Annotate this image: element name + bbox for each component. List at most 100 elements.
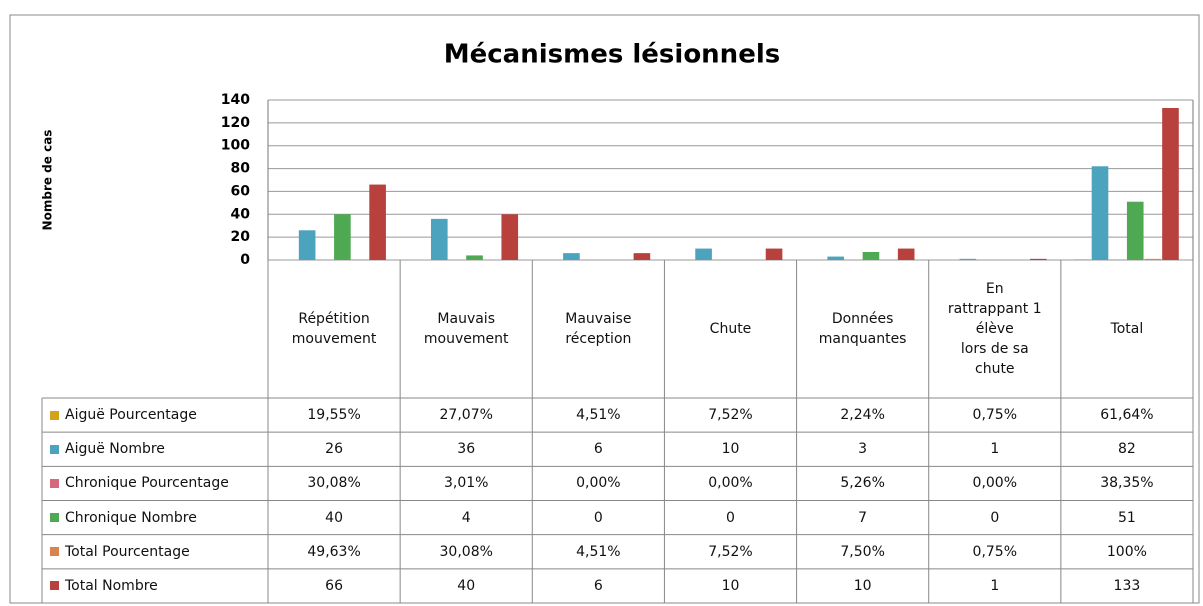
legend-label: Total Nombre <box>65 577 158 594</box>
legend-swatch <box>50 513 59 523</box>
bar <box>1074 259 1091 260</box>
bar <box>563 253 580 260</box>
bar <box>1030 258 1047 260</box>
table-cell: 0,75% <box>972 407 1018 424</box>
table-cell: 61,64% <box>1100 407 1154 424</box>
category-header: En rattrappant 1 élève lors de sa chute <box>947 281 1042 377</box>
category-header: Mauvaise réception <box>565 311 632 347</box>
bar <box>897 248 915 260</box>
table-cell: 6 <box>593 577 603 594</box>
bar <box>351 259 369 260</box>
bar <box>827 256 845 260</box>
bar <box>466 255 483 260</box>
table-cell: 4 <box>461 509 471 526</box>
bar <box>959 258 977 260</box>
legend-label: Aiguë Nombre <box>65 441 165 458</box>
legend-label: Total Pourcentage <box>65 543 190 560</box>
category-header: Total <box>1110 321 1144 337</box>
legend-entry: Aiguë Nombre <box>42 432 268 466</box>
y-tick-label: 80 <box>231 161 251 177</box>
legend-label: Aiguë Pourcentage <box>65 407 197 424</box>
table-cell: 3,01% <box>443 475 489 492</box>
table-cell: 0,00% <box>972 475 1018 492</box>
chart-border <box>9 14 1200 604</box>
table-cell: 0,00% <box>576 475 621 492</box>
table-cell: 10 <box>721 441 740 458</box>
category-header: Répétition mouvement <box>291 311 377 347</box>
table-cell: 0,00% <box>708 475 753 492</box>
legend-entry: Total Nombre <box>42 569 268 603</box>
y-tick-label: 120 <box>221 115 250 131</box>
legend-swatch <box>50 478 59 488</box>
bar <box>298 230 316 260</box>
y-tick-label: 60 <box>231 183 251 199</box>
table-cell: 49,63% <box>307 543 361 560</box>
bar <box>695 248 712 260</box>
bar <box>1162 108 1179 260</box>
bar <box>1126 201 1144 260</box>
bar <box>430 218 448 260</box>
table-cell: 0 <box>726 509 735 526</box>
legend-swatch <box>50 547 59 557</box>
legend-swatch <box>50 410 59 420</box>
table-cell: 36 <box>457 441 476 458</box>
legend-entry: Aiguë Pourcentage <box>42 398 268 432</box>
y-tick-label: 140 <box>221 92 250 108</box>
y-tick-label: 20 <box>231 229 251 245</box>
table-cell: 5,26% <box>840 475 885 492</box>
table-cell: 7,52% <box>708 543 753 560</box>
bar <box>1144 258 1162 260</box>
table-cell: 4,51% <box>576 543 621 560</box>
legend-entry: Total Pourcentage <box>42 535 268 569</box>
chart-title: Mécanismes lésionnels <box>444 40 780 70</box>
table-cell: 0 <box>593 509 603 526</box>
table-cell: 0,75% <box>972 543 1018 560</box>
bar <box>765 248 783 260</box>
table-cell: 133 <box>1113 577 1141 594</box>
table-cell: 4,51% <box>576 407 621 424</box>
table-cell: 38,35% <box>1100 475 1154 492</box>
table-cell: 40 <box>457 577 476 594</box>
bar <box>862 252 880 260</box>
table-cell: 82 <box>1118 441 1136 458</box>
table-cell: 0 <box>990 509 1000 526</box>
table-cell: 10 <box>721 577 740 594</box>
table-cell: 66 <box>325 577 343 594</box>
bar <box>633 253 651 260</box>
category-header: Chute <box>709 321 752 337</box>
table-cell: 30,08% <box>307 475 361 492</box>
table-cell: 1 <box>990 441 1000 458</box>
bar <box>334 214 351 260</box>
legend-entry: Chronique Nombre <box>42 501 268 535</box>
legend-entry: Chronique Pourcentage <box>42 466 268 500</box>
table-cell: 7,52% <box>708 407 753 424</box>
table-cell: 51 <box>1118 509 1136 526</box>
table-cell: 10 <box>853 577 872 594</box>
table-cell: 27,07% <box>439 407 493 424</box>
legend-swatch <box>50 581 59 591</box>
bar <box>369 184 386 260</box>
legend-swatch <box>50 444 59 454</box>
table-cell: 7 <box>858 509 868 526</box>
table-cell: 2,24% <box>840 407 885 424</box>
legend-label: Chronique Nombre <box>65 509 197 526</box>
table-cell: 30,08% <box>439 543 493 560</box>
legend-label: Chronique Pourcentage <box>65 475 229 492</box>
table-cell: 100% <box>1106 543 1147 560</box>
bar <box>1091 166 1109 260</box>
table-cell: 7,50% <box>840 543 885 560</box>
table-cell: 1 <box>990 577 1000 594</box>
bar <box>501 214 519 260</box>
table-cell: 19,55% <box>307 407 361 424</box>
y-tick-label: 100 <box>221 138 250 154</box>
table-cell: 40 <box>325 509 343 526</box>
table-cell: 3 <box>858 441 868 458</box>
table-cell: 26 <box>325 441 343 458</box>
y-tick-label: 0 <box>240 252 250 268</box>
category-header: Données manquantes <box>818 311 907 347</box>
y-axis-label: Nombre de cas <box>41 130 55 231</box>
table-cell: 6 <box>593 441 603 458</box>
y-tick-label: 40 <box>231 206 251 222</box>
